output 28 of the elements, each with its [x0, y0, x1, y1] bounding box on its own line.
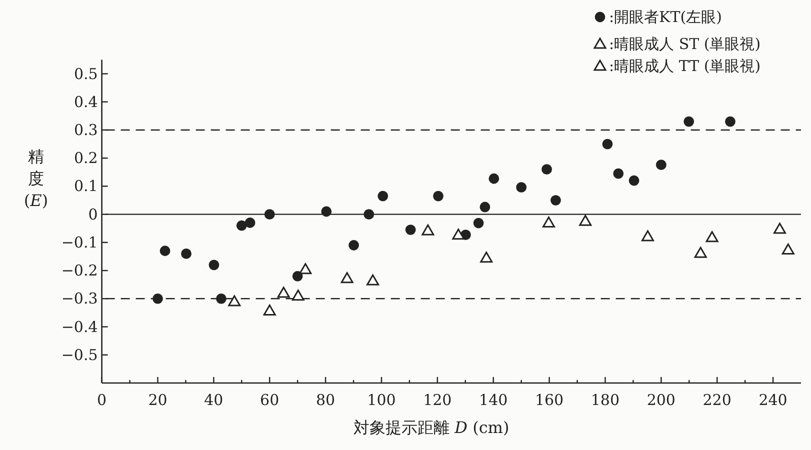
x-tick-label: 100 — [367, 391, 396, 409]
x-tick-label: 220 — [702, 391, 732, 409]
x-tick-label: 240 — [758, 391, 788, 409]
y-tick-label: −0.3 — [61, 290, 98, 308]
y-tick-label: 0.1 — [74, 177, 98, 196]
legend-label: :開眼者KT(左眼) — [609, 8, 722, 26]
y-tick-label: 0.2 — [74, 149, 98, 168]
legend-label: :晴眼成人 ST (単眼視) — [609, 35, 761, 53]
y-tick-label: −0.2 — [61, 262, 98, 280]
x-tick-label: 160 — [534, 391, 564, 409]
legend-label: :晴眼成人 TT (単眼視) — [609, 57, 761, 75]
y-tick-label: 0.5 — [74, 64, 98, 83]
x-tick-label: 40 — [204, 391, 224, 409]
x-tick-label: 80 — [316, 391, 336, 409]
y-axis-title: 精度 (E) — [24, 147, 48, 210]
x-tick-label: 200 — [646, 391, 676, 409]
y-tick-label: 0.4 — [74, 92, 98, 111]
y-tick-label: −0.1 — [61, 233, 98, 252]
x-tick-label: 180 — [590, 391, 620, 409]
x-tick-label: 60 — [260, 391, 280, 409]
y-tick-label: 0 — [88, 205, 98, 224]
y-tick-label: −0.4 — [61, 318, 98, 336]
x-axis-title: 対象提示距離 D (cm) — [354, 418, 510, 437]
x-tick-label: 20 — [148, 391, 168, 409]
x-tick-label: 140 — [479, 391, 508, 409]
y-tick-label: −0.5 — [61, 346, 98, 364]
y-tick-label: 0.3 — [74, 120, 98, 139]
x-tick-label: 120 — [423, 391, 452, 409]
